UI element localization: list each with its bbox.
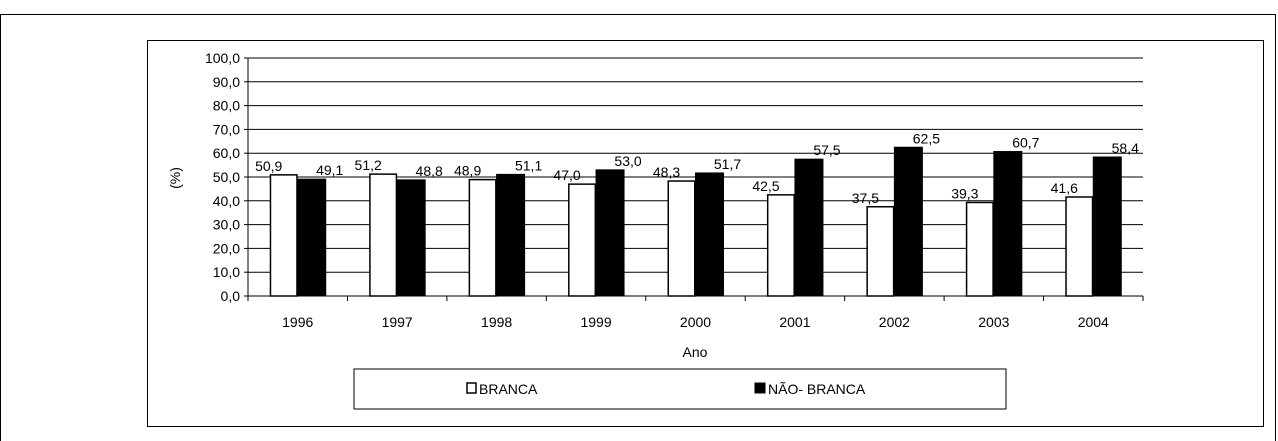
bar-branca-2000 [667,180,696,297]
x-tick-label: 1999 [580,314,611,330]
data-labels: 50,9 49,1 51,2 48,8 48,9 51,1 47,0 53,0 48,3 51,7… [255,130,1139,206]
bar-nao-branca-1998 [496,173,526,297]
data-label: 41,6 [1051,180,1078,196]
y-tick-label: 40,0 [213,193,240,209]
bar-nao-branca-2004 [1092,156,1122,297]
y-tick-label: 10,0 [213,264,240,280]
x-tick-label: 2002 [879,314,910,330]
data-label: 60,7 [1012,135,1039,151]
legend-box [353,368,1007,410]
x-axis-title: Ano [683,344,708,360]
bar-nao-branca-2003 [993,151,1023,297]
bar-nao-branca-2000 [695,172,724,297]
legend-label-nao-branca: NÃO- BRANCA [768,381,866,397]
x-tick-label: 2000 [680,314,711,330]
legend-label-branca: BRANCA [479,381,538,397]
data-label: 57,5 [813,142,840,158]
y-tick-label: 90,0 [213,74,240,90]
y-tick-label: 60,0 [213,145,240,161]
x-tick-label: 1996 [282,314,313,330]
bar-nao-branca-1996 [297,178,327,297]
bars [269,146,1122,297]
data-label: 39,3 [951,185,978,201]
outer-frame [0,14,1276,441]
legend: BRANCA NÃO- BRANCA [353,368,1007,410]
y-tick-label: 0,0 [221,288,241,304]
data-label: 49,1 [316,162,343,178]
data-label: 48,3 [653,164,680,180]
bar-branca-1999 [568,183,597,297]
data-label: 53,0 [614,153,641,169]
data-label: 51,2 [355,157,382,173]
data-label: 58,4 [1112,140,1139,156]
y-axis-title: (%) [167,167,183,189]
y-tick-label: 100,0 [205,50,240,66]
bar-branca-1998 [468,178,497,297]
bar-branca-2004 [1065,196,1094,297]
bar-nao-branca-2002 [893,146,923,297]
data-label: 47,0 [553,167,580,183]
bar-nao-branca-1999 [595,169,625,297]
x-tick-labels: 1996 1997 1998 1999 2000 2001 2002 2003 2004 [282,314,1109,330]
bar-branca-2001 [766,194,795,297]
data-label: 37,5 [852,190,879,206]
x-tick-label: 1997 [382,314,413,330]
bar-branca-2003 [965,201,994,297]
bar-branca-1997 [369,173,398,297]
y-tick-label: 80,0 [213,98,240,114]
y-tick-label: 50,0 [213,169,240,185]
y-tick-label: 30,0 [213,217,240,233]
data-label: 42,5 [752,178,779,194]
legend-swatch-nao-branca [754,382,766,394]
data-label: 62,5 [913,130,940,146]
y-tick-label: 20,0 [213,240,240,256]
data-label: 50,9 [255,158,282,174]
x-tick-label: 2004 [1078,314,1109,330]
bar-nao-branca-1997 [396,179,426,297]
data-label: 48,8 [416,163,443,179]
bar-branca-2002 [866,206,895,297]
bar-nao-branca-2001 [794,158,824,297]
data-label: 51,1 [515,157,542,173]
legend-swatch-branca [466,382,477,394]
x-tick-label: 2001 [779,314,810,330]
axes [244,57,1144,301]
x-tick-label: 1998 [481,314,512,330]
data-label: 51,7 [714,156,741,172]
y-tick-labels: 0,0 10,0 20,0 30,0 40,0 50,0 60,0 70,0 80,0 90,0 1… [205,50,240,304]
y-tick-label: 70,0 [213,121,240,137]
bar-branca-1996 [269,174,298,297]
x-tick-label: 2003 [978,314,1009,330]
data-label: 48,9 [454,163,481,179]
